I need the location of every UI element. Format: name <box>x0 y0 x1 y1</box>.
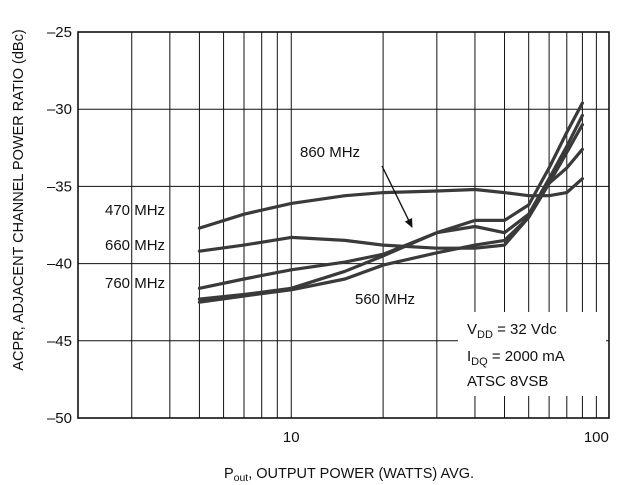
x-axis-title: Pout, OUTPUT POWER (WATTS) AVG. <box>224 466 474 484</box>
tick-labels: –25 –30 –35 –40 –45 –50 10 100 <box>47 24 609 446</box>
y-tick-label: –30 <box>47 101 72 118</box>
conditions-box-bg <box>458 312 606 396</box>
plot-frame <box>77 31 610 419</box>
y-tick-label: –40 <box>47 256 72 273</box>
label-860-arrow <box>381 165 413 228</box>
series-line-470-mhz <box>197 177 584 230</box>
condition-vdd-sub: DD <box>477 329 493 341</box>
label-470-mhz: 470 MHz <box>105 202 165 219</box>
y-tick-label: –25 <box>47 24 72 41</box>
y-tick-label: –45 <box>47 333 72 350</box>
x-axis-title-rest: , OUTPUT POWER (WATTS) AVG. <box>248 466 474 482</box>
condition-idq: IDQ = 2000 mA <box>467 348 565 368</box>
series-line-560-mhz <box>197 123 584 304</box>
condition-vdd: VDD = 32 Vdc <box>467 321 557 341</box>
condition-idq-main: I <box>467 348 471 365</box>
y-axis-title: ACPR, ADJACENT CHANNEL POWER RATIO (dBc) <box>11 29 27 370</box>
condition-idq-rest: = 2000 mA <box>488 348 565 365</box>
condition-idq-sub: DQ <box>471 356 488 368</box>
x-axis-title-main: P <box>224 466 234 482</box>
series-line-760-mhz <box>197 101 584 290</box>
label-860-mhz: 860 MHz <box>300 144 360 161</box>
label-760-mhz: 760 MHz <box>105 275 165 292</box>
x-tick-label: 10 <box>283 429 300 446</box>
y-tick-label: –35 <box>47 178 72 195</box>
y-tick-label: –50 <box>47 410 72 427</box>
series-group <box>197 101 584 304</box>
series-line-660-mhz <box>197 147 584 253</box>
x-tick-label: 100 <box>584 429 609 446</box>
condition-vdd-rest: = 32 Vdc <box>493 321 557 338</box>
label-560-mhz: 560 MHz <box>355 291 415 308</box>
label-660-mhz: 660 MHz <box>105 237 165 254</box>
condition-signal: ATSC 8VSB <box>467 373 548 390</box>
x-axis-title-sub: out <box>234 472 249 484</box>
condition-vdd-main: V <box>467 321 477 338</box>
